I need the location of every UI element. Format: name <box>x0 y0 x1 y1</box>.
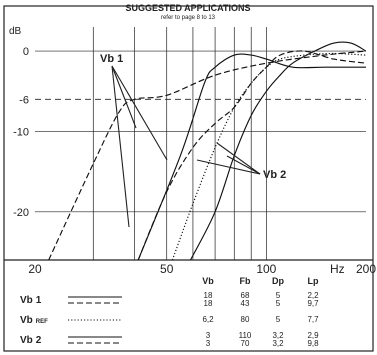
chart-title: SUGGESTED APPLICATIONS <box>125 3 250 13</box>
table-cell: 3 <box>206 339 211 348</box>
table-cell: 2,2 <box>307 291 319 300</box>
table-cell: 9,8 <box>307 339 319 348</box>
annotation-vb1: Vb 1 <box>100 53 168 228</box>
table-cell: 80 <box>241 315 250 324</box>
table-cell: 68 <box>241 291 250 300</box>
x-tick-label: 50 <box>160 262 174 276</box>
series-line-1 <box>137 53 366 260</box>
table-cell: 3 <box>206 331 211 340</box>
y-tick-label: -20 <box>13 207 29 219</box>
series-line-2 <box>48 50 366 260</box>
table-cell: 5 <box>276 299 281 308</box>
table-cell: 43 <box>241 299 250 308</box>
axis-labels: 0 -6 -10 -20 20 50 100 200 <box>13 46 376 276</box>
table-cell: 18 <box>204 291 213 300</box>
chart-subtitle: refer to page 8 to 13 <box>161 15 216 21</box>
y-tick-label: 0 <box>23 46 29 58</box>
x-unit-label: Hz <box>330 262 345 276</box>
table-row-label: Vb 1 <box>20 295 42 306</box>
series-line-4 <box>189 41 366 260</box>
table-cell: 5 <box>276 291 281 300</box>
annotation-vb2-label: Vb 2 <box>263 169 286 181</box>
table-cell: 110 <box>239 331 252 340</box>
table-row-label: Vb REF <box>20 315 48 326</box>
page-frame <box>3 5 374 352</box>
series-line-3 <box>171 52 366 260</box>
table-cell: 7,7 <box>307 315 319 324</box>
grid <box>35 27 366 260</box>
x-tick-label: 200 <box>356 262 376 276</box>
table-cell: 3,2 <box>272 339 284 348</box>
x-tick-label: 20 <box>28 262 42 276</box>
table-cell: 3,2 <box>272 331 284 340</box>
table-header: Lp <box>308 276 319 286</box>
table-row-label-sub: 2 <box>36 335 42 346</box>
table-header: Fb <box>240 276 251 286</box>
table-cell: 2,9 <box>307 331 319 340</box>
table-cell: 5 <box>276 315 281 324</box>
y-unit-label: dB <box>9 26 22 37</box>
table-cell: 70 <box>241 339 250 348</box>
y-tick-label: -10 <box>13 126 29 138</box>
table-row-label-sub: 1 <box>36 295 42 306</box>
annotation-vb2: Vb 2 <box>196 142 286 181</box>
table-header: Dp <box>272 276 284 286</box>
annotation-vb1-label: Vb 1 <box>100 53 123 65</box>
curves <box>48 41 366 260</box>
table-row-label-sub: REF <box>36 319 48 325</box>
table-cell: 6,2 <box>202 315 214 324</box>
y-tick-label: -6 <box>19 94 29 106</box>
x-tick-label: 100 <box>256 262 276 276</box>
series-line-5 <box>137 50 366 260</box>
table-row-label: Vb 2 <box>20 335 42 346</box>
table-cell: 9,7 <box>307 299 319 308</box>
table-header: Vb <box>202 276 214 286</box>
table-cell: 18 <box>204 299 213 308</box>
